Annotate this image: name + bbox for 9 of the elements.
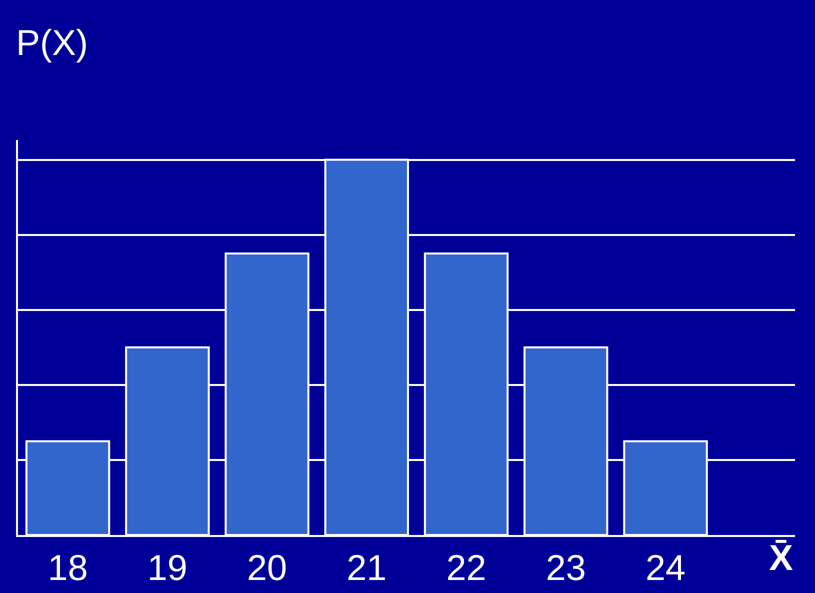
x-tick-label: 23 xyxy=(546,547,586,588)
x-tick-label: 20 xyxy=(247,547,288,588)
x-tick-label: 22 xyxy=(446,547,486,588)
x-tick-label: 21 xyxy=(346,547,387,588)
x-tick-label: 18 xyxy=(48,547,88,588)
x-tick-label: 24 xyxy=(645,547,686,588)
x-tick-label: 19 xyxy=(147,547,188,588)
x-axis-title: X̄ xyxy=(769,537,794,578)
y-axis-title: P(X) xyxy=(16,22,88,63)
